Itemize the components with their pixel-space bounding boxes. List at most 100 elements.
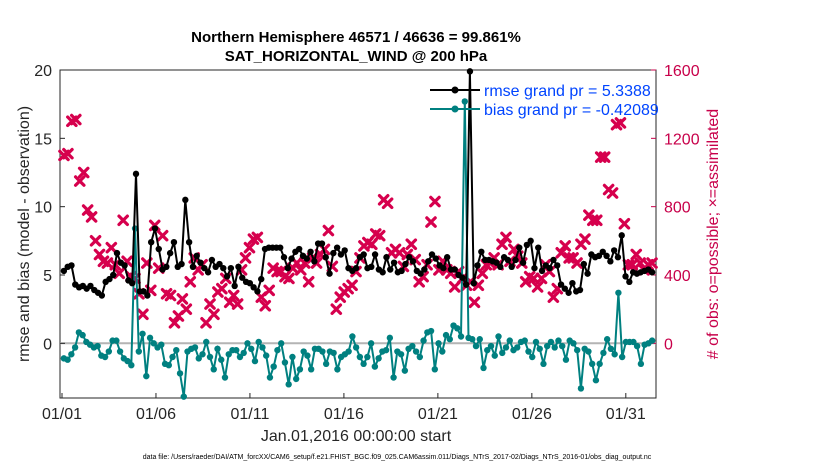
rmse-point	[622, 273, 629, 280]
left-axis-ticks: 0 5 10 15 20	[34, 63, 65, 353]
rmse-point	[569, 280, 576, 287]
bias-point	[585, 348, 592, 355]
rmse-point	[580, 260, 587, 268]
bias-point	[240, 349, 247, 357]
bias-point	[637, 360, 645, 368]
rmse-point	[295, 245, 303, 253]
x-tick-label: 01/21	[418, 406, 458, 423]
bias-point	[158, 341, 165, 348]
rmse-point	[235, 263, 242, 270]
rmse-point	[330, 249, 337, 257]
bias-point	[469, 336, 476, 343]
bias-point	[255, 338, 262, 346]
obs-assimilated-point	[405, 238, 418, 251]
bias-point	[206, 353, 214, 361]
rmse-point	[459, 274, 466, 281]
rmse-point	[523, 241, 531, 249]
rmse-point	[428, 251, 436, 258]
rmse-point	[322, 254, 329, 261]
rmse-point	[387, 266, 394, 273]
obs-assimilated-point	[381, 197, 394, 210]
bias-point	[292, 375, 300, 383]
y-axis-right-label: # of obs: o=possible; ×=assimilated	[705, 109, 722, 359]
bias-point	[124, 357, 131, 365]
bias-point	[128, 362, 135, 369]
right-tick-label: 0	[664, 336, 673, 353]
obs-assimilated-point	[62, 147, 74, 160]
rmse-point	[538, 267, 546, 275]
bias-point	[180, 393, 187, 400]
left-tick-label: 10	[34, 200, 52, 217]
bias-point	[352, 344, 360, 351]
obs-assimilated-point	[85, 211, 98, 223]
rmse-point	[595, 252, 603, 260]
right-tick-label: 1200	[664, 131, 700, 148]
rmse-point	[440, 264, 447, 272]
bias-point	[607, 345, 615, 352]
obs-assimilated-point	[468, 296, 481, 309]
rmse-point	[557, 281, 565, 288]
bias-point	[454, 325, 461, 332]
rmse-point	[546, 264, 553, 272]
bias-point	[218, 356, 225, 363]
rmse-point	[144, 292, 151, 299]
bias-point	[529, 353, 536, 361]
bias-point	[259, 344, 266, 351]
rmse-point	[519, 259, 527, 266]
bias-point	[364, 353, 371, 361]
obs-assimilated-point	[373, 229, 386, 242]
bias-point	[221, 374, 229, 381]
obs-assimilated-point	[216, 282, 228, 295]
obs-assimilated-point	[251, 231, 264, 244]
bias-point	[427, 327, 435, 335]
rmse-point	[341, 247, 348, 254]
bias-point	[68, 351, 75, 358]
bias-point	[165, 362, 172, 369]
bias-point	[484, 346, 491, 354]
bias-point	[277, 340, 285, 347]
rmse-point	[60, 267, 68, 275]
rmse-point	[246, 280, 254, 287]
bias-point	[195, 355, 202, 362]
rmse-point	[409, 258, 417, 265]
obs-assimilated-point	[81, 204, 94, 216]
bias-point	[266, 374, 274, 381]
obs-assimilated-point	[302, 276, 315, 288]
bias-series	[60, 98, 656, 400]
rmse-point	[98, 292, 106, 299]
rmse-point	[227, 264, 235, 272]
rmse-point	[129, 280, 136, 287]
rmse-point	[87, 282, 94, 290]
bias-point	[150, 340, 157, 347]
bias-point	[382, 346, 390, 354]
obs-assimilated-point	[239, 252, 252, 264]
bias-point	[101, 353, 109, 361]
bias-point	[573, 346, 581, 354]
rmse-point	[106, 275, 113, 283]
obs-assimilated-point	[646, 257, 658, 269]
rmse-point	[208, 256, 216, 264]
obs-assimilated-point	[500, 231, 512, 244]
rmse-point	[527, 237, 534, 245]
rmse-point	[603, 252, 610, 260]
rmse-point	[626, 278, 633, 286]
bias-point	[487, 342, 495, 350]
rmse-point	[614, 254, 622, 261]
rmse-point	[307, 248, 314, 255]
bias-point	[319, 348, 326, 355]
bias-point	[349, 333, 356, 340]
obs-assimilated-point	[598, 151, 611, 163]
bias-point	[233, 346, 240, 354]
bias-point	[214, 345, 221, 352]
rmse-point	[193, 252, 200, 260]
rmse-point	[277, 244, 284, 251]
bias-point	[618, 353, 626, 361]
bias-point	[502, 344, 510, 351]
bias-point	[506, 337, 513, 344]
rmse-point	[512, 256, 519, 264]
obs-assimilated-point	[93, 248, 106, 261]
bias-point	[113, 337, 120, 344]
rmse-point	[497, 263, 504, 270]
rmse-point	[390, 259, 398, 266]
bias-point	[630, 338, 637, 346]
